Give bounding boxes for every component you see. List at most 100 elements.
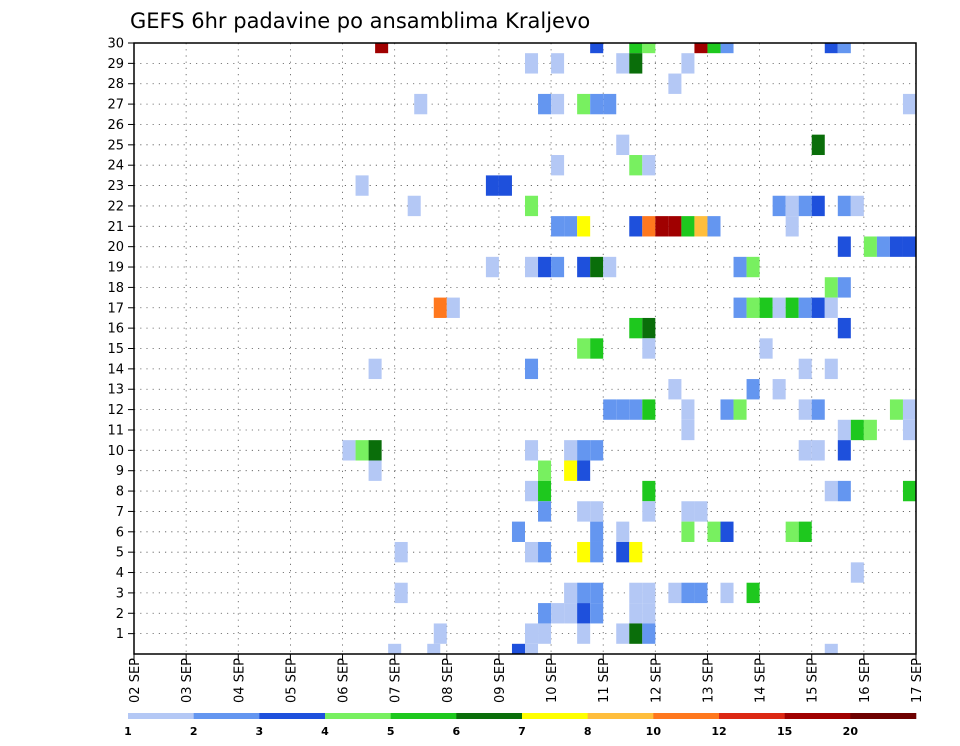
- heatmap-cell: [889, 236, 903, 257]
- legend-color-swatch: [784, 713, 851, 719]
- heatmap-cell: [616, 399, 630, 420]
- x-tick-label: 11 SEP: [597, 658, 612, 703]
- heatmap-cell: [577, 256, 591, 278]
- heatmap-cell: [811, 134, 825, 156]
- heatmap-cell: [355, 440, 369, 461]
- legend-level-label: 2: [190, 725, 198, 738]
- y-tick-label: 2: [116, 607, 124, 622]
- heatmap-cell: [538, 541, 552, 563]
- heatmap-cell: [837, 277, 851, 298]
- heatmap-cell: [772, 297, 786, 318]
- legend-level-label: 15: [777, 725, 792, 738]
- legend-color-swatch: [719, 713, 785, 719]
- heatmap-cell: [538, 603, 552, 624]
- heatmap-cell: [551, 93, 565, 115]
- heatmap-cell: [837, 43, 851, 54]
- heatmap-cell: [811, 297, 825, 318]
- heatmap-cell: [902, 419, 916, 441]
- y-tick-label: 3: [116, 586, 124, 601]
- x-tick-label: 14 SEP: [754, 658, 769, 703]
- heatmap-cell: [629, 623, 643, 644]
- heatmap-cell: [590, 338, 604, 359]
- heatmap-cell: [590, 440, 604, 461]
- heatmap-cell: [551, 53, 565, 74]
- heatmap-cell: [837, 236, 851, 257]
- heatmap-cell: [642, 480, 656, 502]
- heatmap-cell: [433, 623, 447, 644]
- heatmap-cell: [837, 480, 851, 502]
- heatmap-cell: [590, 43, 604, 54]
- heatmap-cell: [388, 643, 402, 654]
- heatmap-cell: [642, 399, 656, 420]
- y-tick-label: 11: [107, 423, 124, 438]
- heatmap-cell: [551, 603, 565, 624]
- heatmap-cell: [642, 603, 656, 624]
- legend-color-swatch: [193, 713, 260, 719]
- heatmap-cell: [902, 236, 916, 257]
- heatmap-cell: [525, 358, 539, 380]
- legend-level-label: 20: [843, 725, 859, 738]
- y-tick-label: 7: [116, 505, 124, 520]
- heatmap-cell: [616, 623, 630, 644]
- x-tick-label: 17 SEP: [910, 658, 925, 703]
- heatmap-cell: [772, 379, 786, 400]
- heatmap-cell: [837, 440, 851, 461]
- heatmap-cell: [564, 603, 578, 624]
- heatmap-cell: [785, 216, 799, 237]
- y-tick-label: 16: [107, 322, 124, 337]
- heatmap-cell: [746, 582, 760, 604]
- legend-color-swatch: [653, 713, 720, 719]
- heatmap-cell: [603, 256, 617, 278]
- legend-level-label: 7: [518, 725, 526, 738]
- heatmap-cell: [707, 216, 721, 237]
- x-tick-label: 06 SEP: [337, 658, 352, 703]
- heatmap-cell: [551, 256, 565, 278]
- heatmap-cell: [642, 501, 656, 522]
- y-tick-label: 10: [107, 444, 124, 459]
- heatmap-cell: [668, 73, 682, 94]
- heatmap-cell: [863, 419, 877, 441]
- legend-level-label: 12: [711, 725, 726, 738]
- heatmap-cell: [590, 256, 604, 278]
- y-tick-label: 14: [107, 362, 124, 377]
- legend-color-swatch: [325, 713, 391, 719]
- x-axis-ticks: 02 SEP 03 SEP 04 SEP 05 SEP 06 SEP 07 SEP 08 S…: [128, 654, 925, 703]
- heatmap-cell: [694, 216, 708, 237]
- y-tick-label: 8: [116, 485, 124, 500]
- heatmap-cell: [355, 175, 369, 196]
- heatmap-cell: [616, 541, 630, 563]
- y-tick-label: 5: [116, 546, 124, 561]
- heatmap-cell: [603, 399, 617, 420]
- heatmap-cell: [720, 399, 734, 420]
- y-tick-label: 22: [107, 199, 124, 214]
- heatmap-cell: [902, 93, 916, 115]
- heatmap-cell: [498, 175, 512, 196]
- legend-color-swatch: [456, 713, 523, 719]
- y-tick-label: 15: [107, 342, 124, 357]
- y-tick-label: 21: [107, 220, 124, 235]
- legend-level-label: 10: [646, 725, 662, 738]
- heatmap-cell: [824, 480, 838, 502]
- heatmap-cell: [811, 399, 825, 420]
- x-tick-label: 09 SEP: [493, 658, 508, 703]
- y-tick-label: 23: [107, 179, 124, 194]
- heatmap-cell: [707, 43, 721, 54]
- heatmap-cell: [577, 338, 591, 359]
- heatmap-cell: [616, 134, 630, 156]
- heatmap-cell: [485, 256, 499, 278]
- heatmap-cell: [564, 440, 578, 461]
- y-axis-ticks: 1234567891011121314151617181920212223242…: [107, 37, 134, 642]
- heatmap-cell: [681, 419, 695, 441]
- heatmap-cell: [655, 216, 669, 237]
- legend-color-swatch: [522, 713, 588, 719]
- heatmap-cell: [824, 358, 838, 380]
- heatmap-cell: [733, 256, 747, 278]
- heatmap-cell: [525, 195, 539, 217]
- heatmap-cell: [863, 236, 877, 257]
- legend-level-label: 3: [256, 725, 264, 738]
- heatmap-cell: [511, 643, 525, 654]
- heatmap-cell: [368, 460, 382, 481]
- heatmap-cell: [720, 582, 734, 604]
